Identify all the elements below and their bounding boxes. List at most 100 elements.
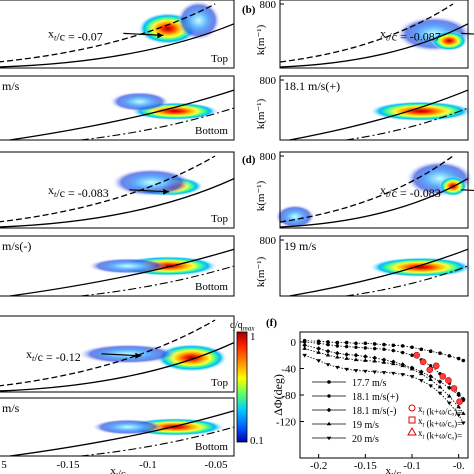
data-point — [354, 345, 358, 350]
legend-entry: 19 m/s — [352, 420, 379, 431]
panel-annotation: 18.1 m/s(+) — [284, 79, 340, 93]
data-point — [456, 392, 461, 398]
y-tick-label: -80 — [281, 390, 296, 402]
data-point — [419, 379, 424, 383]
data-point — [447, 385, 452, 391]
x-tick-label: -0.1 — [403, 460, 420, 472]
spectrum-panel-a-top: xt/c = -0.07 Top — [0, 0, 235, 69]
colorbar-gradient — [236, 331, 248, 443]
energy-contour — [91, 419, 164, 435]
panel-annotation: xt/c = -0.083 — [380, 183, 441, 200]
data-point — [428, 364, 433, 368]
data-point — [326, 421, 332, 426]
spectrum-panel-c-top: xt/c = -0.083 Top — [0, 151, 235, 229]
panel-annotation: xt/c = -0.083 — [48, 183, 109, 200]
series-line — [304, 348, 464, 414]
y-axis-label: ΔΦ(deg) — [271, 374, 285, 416]
panel-tag: Bottom — [195, 125, 228, 137]
data-point — [461, 358, 466, 363]
data-point — [428, 384, 433, 389]
left-x-tick: -0.1 — [139, 459, 156, 471]
energy-contour — [369, 101, 473, 122]
panel-annotation: m/s — [2, 401, 20, 415]
dispersion-curve-dashdot — [80, 265, 235, 297]
data-point — [372, 346, 377, 351]
panel-tag: Bottom — [195, 441, 228, 453]
annotation-arrow — [123, 32, 164, 36]
data-point — [353, 352, 359, 358]
spectrum-panel-d-top: 800 k(m⁻¹) xt/c = -0.083 — [255, 151, 474, 229]
panel-frame — [279, 235, 469, 297]
data-point — [302, 342, 307, 348]
legend-entry: 18.1 m/s(+) — [352, 392, 399, 403]
series-4 — [302, 353, 466, 426]
data-point — [456, 404, 461, 409]
legend-entry: 18.1 m/s(-) — [352, 406, 396, 417]
series-3 — [302, 346, 466, 415]
data-point — [381, 360, 387, 364]
spectrum-panel-a-bottom: m/s Bottom — [0, 75, 235, 141]
red-marker — [426, 366, 434, 374]
data-point — [363, 346, 368, 350]
red-marker — [456, 398, 463, 405]
data-point — [382, 347, 386, 352]
data-point — [302, 340, 307, 344]
energy-contour — [369, 257, 473, 278]
annotation-arrow — [101, 353, 142, 357]
dispersion-curve-solid — [9, 410, 235, 457]
legend-red-entry: xt (k+ω/cₒ)= — [418, 416, 462, 428]
data-point — [363, 358, 368, 362]
panel-frame — [0, 151, 235, 229]
data-point — [372, 358, 377, 363]
legend-entry: 17.7 m/s — [352, 378, 387, 389]
data-point — [461, 411, 466, 415]
panel-tag: Top — [211, 213, 228, 225]
data-point — [335, 340, 340, 345]
data-point — [325, 363, 331, 367]
legend: 17.7 m/s 18.1 m/s(+) 18.1 m/s(-) 19 m/s 20 m… — [312, 378, 462, 445]
spectrum-panel-e-bottom: m/s Bottom — [0, 397, 235, 457]
dispersion-curve-dashdot — [345, 107, 469, 141]
left-x-tick: -0.05 — [205, 459, 228, 471]
data-point — [363, 354, 368, 359]
data-point — [447, 401, 452, 406]
data-point — [428, 349, 433, 354]
energy-contour — [109, 91, 170, 112]
energy-contour — [77, 344, 178, 364]
energy-contour — [176, 0, 221, 41]
dispersion-curve-solid — [289, 248, 469, 297]
k-tick-top: 800 — [260, 75, 277, 87]
k-tick-top: 800 — [260, 235, 277, 247]
dispersion-curve-solid — [9, 248, 235, 297]
panel-label-d: (d) — [242, 154, 256, 166]
data-point — [335, 354, 340, 359]
dispersion-curve-dashed — [279, 155, 454, 223]
data-point — [400, 363, 405, 368]
data-point — [302, 346, 307, 350]
data-point — [316, 346, 321, 351]
data-point — [400, 350, 405, 355]
colorbar-label: q/qmax — [230, 320, 255, 333]
data-point — [363, 369, 368, 374]
data-point — [327, 394, 331, 398]
annotation-arrow — [461, 189, 474, 192]
panel-frame — [279, 75, 469, 141]
y-tick-label: -40 — [281, 363, 296, 375]
energy-contour — [87, 258, 168, 274]
k-axis-label: k(m⁻¹) — [255, 24, 267, 55]
dispersion-curve-solid — [289, 89, 469, 141]
spectrum-panel-c-bottom: m/s(-) Bottom — [0, 235, 235, 297]
dispersion-curve-dashed — [279, 3, 454, 63]
dispersion-curve-solid — [0, 178, 235, 228]
data-point — [353, 369, 359, 373]
red-marker — [413, 351, 420, 359]
k-axis: 800 k(m⁻¹) — [255, 0, 284, 55]
colorbar-tick-min: 0.1 — [250, 435, 264, 447]
left-x-axis-label: xt/c — [110, 465, 126, 474]
legend-red-entry: xt (k+ω/cₒ)= — [418, 404, 462, 416]
k-axis-label: k(m⁻¹) — [255, 98, 267, 129]
data-point — [391, 348, 396, 353]
